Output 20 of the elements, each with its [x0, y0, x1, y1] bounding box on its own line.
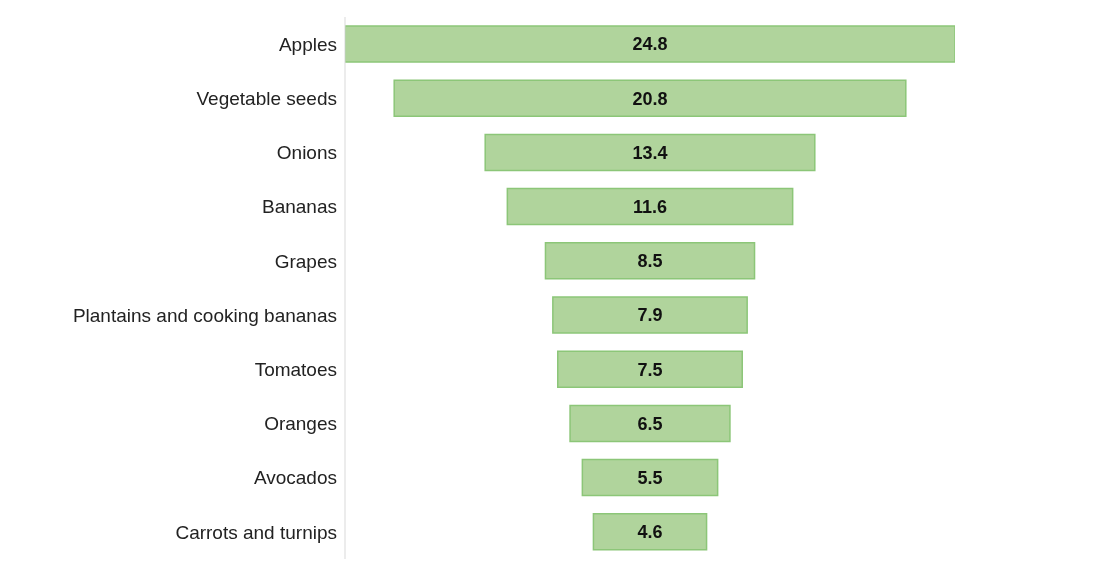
category-label: Bananas — [261, 196, 337, 218]
data-label: 5.5 — [637, 467, 663, 488]
data-label: 4.6 — [637, 522, 663, 543]
category-label: Oranges — [264, 413, 337, 435]
category-label: Vegetable seeds — [196, 88, 337, 110]
category-label: Grapes — [274, 250, 337, 272]
data-label: 24.8 — [632, 34, 668, 55]
data-label: 7.5 — [637, 359, 663, 380]
category-label: Apples — [278, 33, 337, 55]
data-label: 7.9 — [637, 305, 663, 326]
category-label: Avocados — [253, 467, 337, 489]
data-label: 8.5 — [637, 251, 663, 272]
category-label: Carrots and turnips — [175, 521, 337, 543]
category-label: Tomatoes — [254, 359, 337, 381]
data-label: 11.6 — [632, 196, 668, 217]
data-label: 6.5 — [637, 413, 663, 434]
category-label: Plantains and cooking bananas — [72, 304, 337, 326]
category-label: Onions — [276, 142, 337, 164]
data-label: 13.4 — [632, 142, 668, 163]
data-label: 20.8 — [632, 88, 668, 109]
